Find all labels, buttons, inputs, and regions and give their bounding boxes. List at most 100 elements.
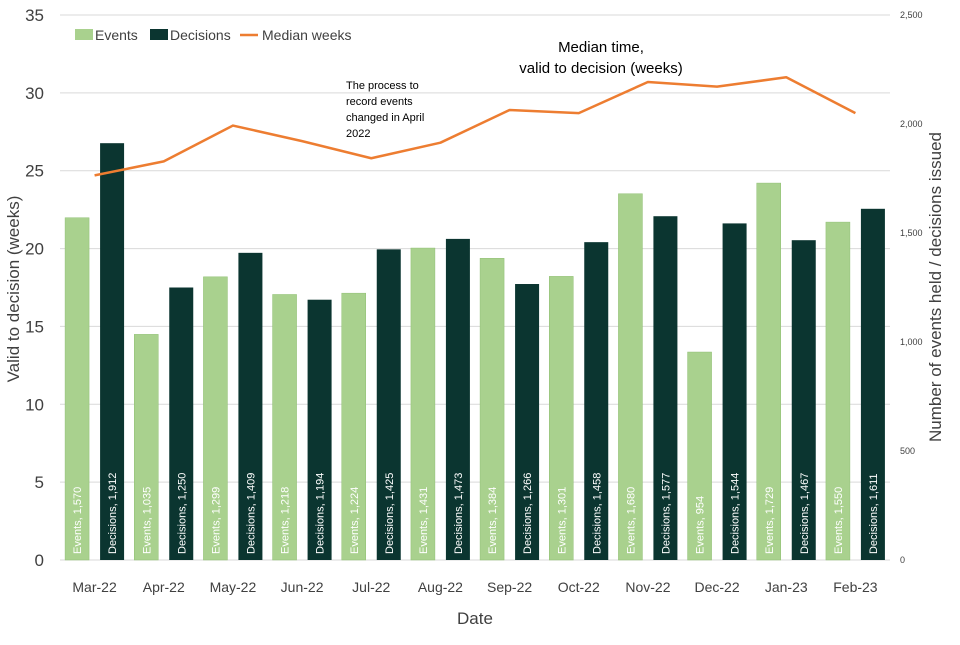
left-tick-label: 10	[25, 395, 44, 414]
x-tick-label: May-22	[210, 579, 257, 595]
decision-bar-label: Decisions, 1,458	[591, 473, 603, 554]
legend: Events Decisions Median weeks	[75, 27, 352, 43]
event-bar-label: Events, 954	[695, 496, 707, 554]
decision-bar-label: Decisions, 1,473	[453, 473, 465, 554]
event-bar-label: Events, 1,218	[280, 487, 292, 554]
decision-bar	[445, 238, 470, 561]
decision-bar	[860, 208, 885, 560]
annotation-process-line-3: changed in April	[346, 112, 424, 124]
legend-label-events: Events	[95, 27, 138, 43]
decision-bar-label: Decisions, 1,611	[868, 473, 880, 554]
event-bar	[272, 294, 297, 561]
decision-bar-label: Decisions, 1,266	[522, 473, 534, 554]
left-tick-label: 30	[25, 84, 44, 103]
left-tick-label: 5	[35, 473, 44, 492]
event-bar	[549, 276, 574, 561]
decision-bar-label: Decisions, 1,250	[176, 473, 188, 554]
decision-bar	[307, 299, 332, 560]
event-bar	[134, 334, 159, 561]
annotation-process-change: The process to record events changed in …	[346, 80, 424, 140]
annotation-process-line-2: record events	[346, 96, 413, 108]
x-axis-title: Date	[457, 609, 493, 628]
legend-label-decisions: Decisions	[170, 27, 231, 43]
right-tick-label: 1,000	[900, 337, 923, 347]
left-tick-label: 35	[25, 6, 44, 25]
right-tick-label: 0	[900, 555, 905, 565]
decision-bar-label: Decisions, 1,194	[315, 473, 327, 554]
event-bar-label: Events, 1,224	[349, 487, 361, 554]
x-tick-label: Oct-22	[558, 579, 600, 595]
right-tick-label: 500	[900, 446, 915, 456]
event-bar	[64, 217, 90, 561]
x-tick-label: Aug-22	[418, 579, 463, 595]
annotation-median-line-2: valid to decision (weeks)	[519, 60, 682, 77]
event-bar	[203, 276, 228, 561]
left-tick-label: 20	[25, 240, 44, 259]
legend-label-median: Median weeks	[262, 27, 352, 43]
y-axis-title-right: Number of events held / decisions issued	[926, 132, 945, 442]
event-bar-label: Events, 1,680	[625, 487, 637, 554]
event-bar-label: Events, 1,035	[141, 487, 153, 554]
x-tick-label: Dec-22	[695, 579, 740, 595]
gridlines	[60, 14, 890, 561]
event-bar-label: Events, 1,299	[210, 487, 222, 554]
event-bar	[618, 193, 643, 561]
decision-bar	[584, 242, 609, 560]
annotation-process-line-1: The process to	[346, 80, 419, 92]
x-tick-label: Feb-23	[833, 579, 878, 595]
left-axis-ticks: 0 5 10 15 20 25 30 35	[25, 6, 44, 570]
decision-bar-label: Decisions, 1,425	[384, 473, 396, 554]
decision-bar-label: Decisions, 1,912	[107, 473, 119, 554]
decision-bar	[238, 252, 263, 560]
event-bar	[687, 351, 712, 561]
x-tick-label: Apr-22	[143, 579, 185, 595]
event-bar	[479, 258, 505, 561]
event-bar-label: Events, 1,301	[556, 487, 568, 554]
legend-swatch-decisions	[150, 29, 168, 40]
right-tick-label: 2,500	[900, 10, 923, 20]
right-axis-ticks: 0 500 1,000 1,500 2,000 2,500	[900, 10, 923, 565]
decision-bar	[100, 143, 125, 560]
decision-bar	[376, 249, 401, 560]
decision-bar	[791, 240, 816, 560]
annotation-median-time: Median time, valid to decision (weeks)	[519, 39, 682, 77]
decision-bar-label: Decisions, 1,544	[730, 473, 742, 554]
event-bar-label: Events, 1,431	[418, 487, 430, 554]
decision-bar-label: Decisions, 1,577	[660, 473, 672, 554]
decision-bar-label: Decisions, 1,409	[245, 473, 257, 554]
decision-bar	[515, 284, 540, 560]
median-line-layer	[94, 76, 856, 177]
left-tick-label: 25	[25, 162, 44, 181]
x-tick-label: Jun-22	[281, 579, 324, 595]
x-tick-label: Nov-22	[625, 579, 670, 595]
x-tick-label: Jan-23	[765, 579, 808, 595]
left-tick-label: 15	[25, 317, 44, 336]
event-bar-label: Events, 1,384	[487, 487, 499, 554]
right-tick-label: 2,000	[900, 119, 923, 129]
x-tick-label: Sep-22	[487, 579, 532, 595]
y-axis-title-left: Valid to decision (weeks)	[4, 196, 23, 383]
decision-bar	[653, 216, 678, 561]
event-bar	[410, 247, 436, 561]
x-tick-label: Mar-22	[72, 579, 117, 595]
annotation-median-line-1: Median time,	[558, 39, 644, 56]
left-tick-label: 0	[35, 551, 44, 570]
event-bar	[341, 292, 366, 561]
event-bar-label: Events, 1,550	[833, 487, 845, 554]
event-bar-label: Events, 1,570	[72, 487, 84, 554]
right-tick-label: 1,500	[900, 228, 923, 238]
event-bar	[756, 182, 781, 561]
median-weeks-line	[94, 76, 856, 177]
legend-swatch-events	[75, 29, 93, 40]
decision-bar	[722, 223, 747, 560]
annotation-process-line-4: 2022	[346, 128, 370, 140]
bars-layer: Events, 1,570 Decisions, 1,912 Events, 1,0…	[64, 143, 885, 561]
decision-bar-label: Decisions, 1,467	[799, 473, 811, 554]
decision-bar	[169, 287, 194, 560]
x-axis-ticks: Mar-22 Apr-22 May-22 Jun-22 Jul-22 Aug-22 Sep-…	[72, 579, 877, 595]
event-bar	[825, 221, 851, 561]
event-bar-label: Events, 1,729	[764, 487, 776, 554]
x-tick-label: Jul-22	[352, 579, 390, 595]
